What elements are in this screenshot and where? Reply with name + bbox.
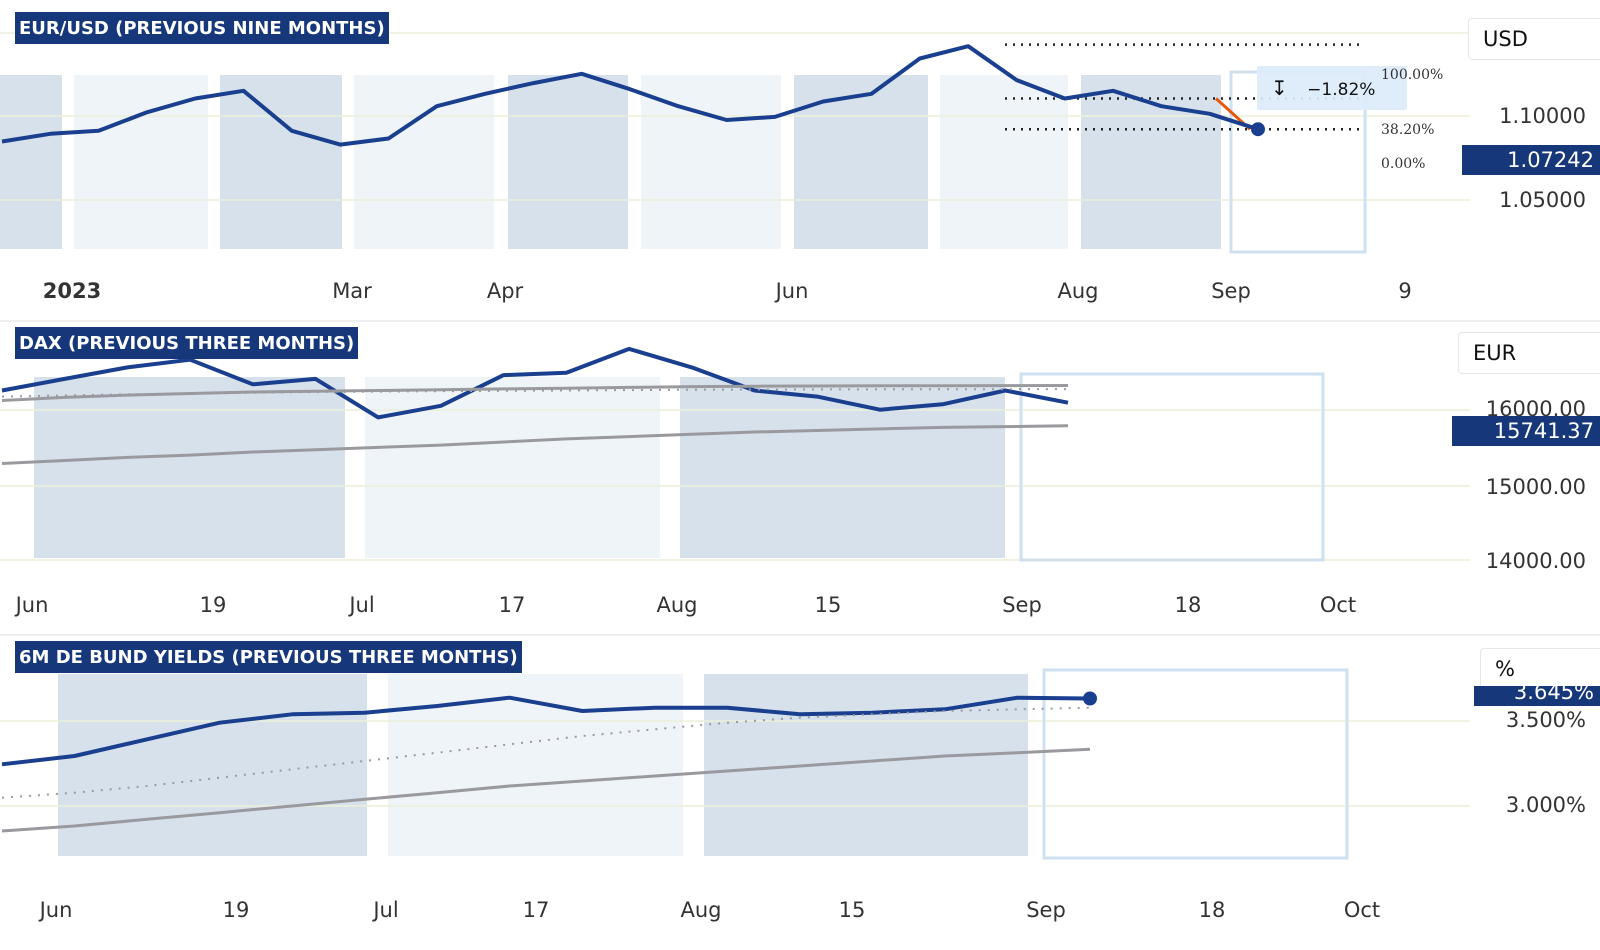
dax-xtick: Jun [15,593,49,617]
eurusd-title: EUR/USD (PREVIOUS NINE MONTHS) [15,12,389,44]
series-line-eur-usd [1,44,1259,147]
eurusd-chart [0,32,1470,254]
bund-xtick: 17 [522,898,550,922]
measure-icon: ↧ [1271,76,1288,100]
shaded-band [220,75,342,249]
measure-value: −1.82% [1307,80,1376,100]
bund-xtick: Jul [373,898,399,922]
dax-xtick: Aug [656,593,698,617]
eurusd-ytick: 1.05000 [1499,188,1586,212]
dax-xtick: 17 [498,593,526,617]
eurusd-xtick: Jun [775,279,809,303]
panel-divider [0,634,1600,636]
shaded-band [680,377,1005,558]
eurusd-xtick: Mar [332,279,372,303]
bund-xtick: 19 [222,898,250,922]
eurusd-xtick: 2023 [42,279,102,303]
series-line-6m-bund-yield [1,695,1091,767]
shaded-band [0,75,62,249]
bund-xtick: 18 [1198,898,1226,922]
dax-ytick: 14000.00 [1485,549,1586,573]
dax-xtick: 18 [1174,593,1202,617]
eurusd-xtick: Sep [1211,279,1251,303]
bund-panel: 6M DE BUND YIELDS (PREVIOUS THREE MONTHS… [0,636,1600,950]
series-line-ma200 [1,747,1091,833]
bund-xtick: Oct [1343,898,1381,922]
bund-ytick: 3.000% [1505,793,1586,817]
bund-xtick: 15 [838,898,866,922]
shaded-band [508,75,628,249]
eurusd-xtick: 9 [1398,279,1412,303]
dax-last-price: 15741.37 [1452,416,1600,446]
dax-panel: DAX (PREVIOUS THREE MONTHS) EUR 16000.00… [0,322,1600,632]
projection-box [1019,372,1325,562]
bund-xtick: Sep [1026,898,1066,922]
dax-ytick: 15000.00 [1485,475,1586,499]
series-line-dax [1,346,1069,420]
fib-label-38: 38.20% [1381,122,1435,138]
last-point-marker [1251,122,1265,137]
dax-chart [0,346,1470,562]
dax-title: DAX (PREVIOUS THREE MONTHS) [15,327,359,359]
dax-xtick: Jul [349,593,375,617]
shaded-band [58,674,367,856]
dax-xtick: Sep [1002,593,1042,617]
shaded-band [354,75,494,249]
bund-last-price: 3.645% [1474,686,1600,706]
eurusd-unit-button[interactable]: USD [1468,18,1600,60]
bund-chart [0,668,1470,860]
shaded-band [74,75,208,249]
dax-unit-button[interactable]: EUR [1458,332,1600,374]
series-line-ma100 [1,384,1069,402]
bund-unit-button[interactable]: % [1480,648,1600,690]
eurusd-xtick: Aug [1057,279,1099,303]
shaded-band [940,75,1068,249]
fib-label-100: 100.00% [1381,67,1444,83]
shaded-band [34,377,345,558]
series-line-ma200 [1,424,1069,465]
last-point-marker [1083,691,1097,706]
dax-xtick: 15 [814,593,842,617]
bund-title: 6M DE BUND YIELDS (PREVIOUS THREE MONTHS… [15,641,522,673]
fib-label-0: 0.00% [1381,156,1426,172]
projection-box [1042,668,1349,860]
panel-divider [0,320,1600,322]
eurusd-panel: EUR/USD (PREVIOUS NINE MONTHS) USD ↧ −1.… [0,0,1600,322]
dax-xtick: 19 [199,593,227,617]
series-line-ma50 [1,706,1091,799]
shaded-band [704,674,1028,856]
shaded-band [365,377,660,558]
eurusd-last-price: 1.07242 [1462,145,1600,175]
shaded-band [641,75,781,249]
bund-xtick: Aug [680,898,722,922]
bund-xtick: Jun [39,898,73,922]
eurusd-ytick: 1.10000 [1499,104,1586,128]
measure-tooltip: ↧ −1.82% [1257,66,1407,110]
dax-xtick: Oct [1319,593,1357,617]
bund-ytick: 3.500% [1505,708,1586,732]
shaded-band [794,75,928,249]
eurusd-xtick: Apr [486,279,524,303]
